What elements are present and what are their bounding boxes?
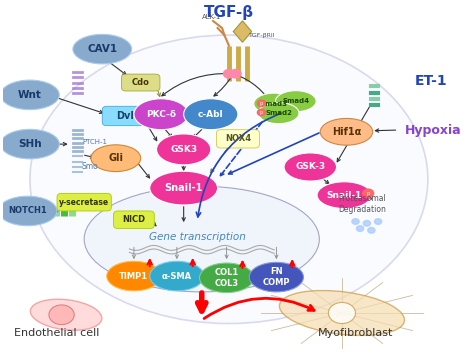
Text: NOTCH1: NOTCH1 [8, 207, 47, 216]
Ellipse shape [134, 99, 188, 130]
Text: Snail-1: Snail-1 [327, 191, 362, 200]
Text: Smad3: Smad3 [261, 101, 288, 107]
Text: GSK3: GSK3 [170, 145, 197, 154]
Text: p: p [366, 191, 370, 196]
Circle shape [328, 303, 356, 324]
Circle shape [257, 109, 265, 116]
FancyBboxPatch shape [57, 193, 111, 211]
Circle shape [374, 219, 382, 224]
Ellipse shape [275, 91, 316, 112]
Ellipse shape [84, 187, 319, 292]
Ellipse shape [91, 145, 141, 171]
Text: Hypoxia: Hypoxia [405, 124, 462, 136]
Text: Smad2: Smad2 [265, 110, 292, 116]
Text: Cdo: Cdo [132, 78, 150, 87]
Text: FN
COMP: FN COMP [263, 267, 290, 287]
Text: Gli: Gli [109, 153, 123, 163]
FancyBboxPatch shape [217, 130, 259, 148]
Text: y-secretase: y-secretase [59, 198, 109, 207]
Circle shape [356, 226, 364, 231]
Ellipse shape [73, 34, 132, 64]
Text: PKC-δ: PKC-δ [146, 110, 176, 119]
Polygon shape [233, 21, 252, 42]
FancyBboxPatch shape [121, 74, 160, 91]
Circle shape [49, 305, 74, 325]
FancyBboxPatch shape [114, 211, 154, 228]
Circle shape [363, 221, 371, 226]
Ellipse shape [150, 261, 204, 291]
Text: TIMP1: TIMP1 [119, 272, 148, 281]
Circle shape [257, 100, 265, 106]
Text: NICD: NICD [122, 215, 146, 224]
Ellipse shape [317, 182, 371, 208]
Text: NOX4: NOX4 [225, 134, 251, 143]
Ellipse shape [279, 291, 404, 335]
Ellipse shape [107, 261, 161, 291]
Text: α-SMA: α-SMA [162, 272, 192, 281]
Circle shape [223, 69, 234, 78]
Ellipse shape [150, 171, 218, 205]
Ellipse shape [0, 80, 59, 110]
Ellipse shape [30, 35, 428, 324]
Text: COL1
COL3: COL1 COL3 [215, 268, 239, 287]
Text: p: p [260, 101, 263, 106]
Text: TGF-β: TGF-β [204, 5, 254, 20]
Ellipse shape [254, 93, 294, 114]
Ellipse shape [0, 196, 57, 226]
Ellipse shape [284, 153, 337, 181]
Text: Myofibroblast: Myofibroblast [318, 328, 393, 338]
Text: ET-1: ET-1 [414, 74, 447, 88]
FancyBboxPatch shape [102, 106, 147, 126]
Ellipse shape [30, 299, 102, 330]
Text: CAV1: CAV1 [87, 44, 118, 54]
Ellipse shape [200, 263, 254, 292]
Circle shape [230, 69, 241, 78]
Text: PTCH-1: PTCH-1 [82, 139, 107, 145]
Text: Smad4: Smad4 [282, 98, 310, 104]
Text: Proteasomal
Degradation: Proteasomal Degradation [338, 194, 386, 214]
Text: Endothelial cell: Endothelial cell [14, 328, 100, 338]
Text: Snail-1: Snail-1 [164, 183, 203, 193]
Text: Gene transcription: Gene transcription [149, 232, 246, 242]
Text: ALK-1: ALK-1 [202, 14, 221, 20]
Circle shape [352, 219, 359, 224]
Ellipse shape [156, 134, 211, 165]
Text: Dvl: Dvl [116, 111, 134, 121]
Text: c-Abl: c-Abl [198, 110, 224, 119]
Text: GSK-3: GSK-3 [295, 163, 325, 171]
Text: TGF-βRII: TGF-βRII [249, 33, 276, 38]
Ellipse shape [183, 99, 238, 130]
Text: Wnt: Wnt [18, 90, 42, 100]
Ellipse shape [0, 129, 59, 159]
Text: SHh: SHh [18, 139, 42, 149]
Text: Smo: Smo [82, 162, 99, 171]
Circle shape [363, 189, 374, 198]
Text: p: p [260, 110, 263, 115]
Ellipse shape [320, 118, 373, 145]
Ellipse shape [258, 103, 299, 124]
Ellipse shape [249, 262, 303, 292]
Text: Hif1α: Hif1α [332, 127, 361, 137]
Circle shape [368, 227, 375, 233]
